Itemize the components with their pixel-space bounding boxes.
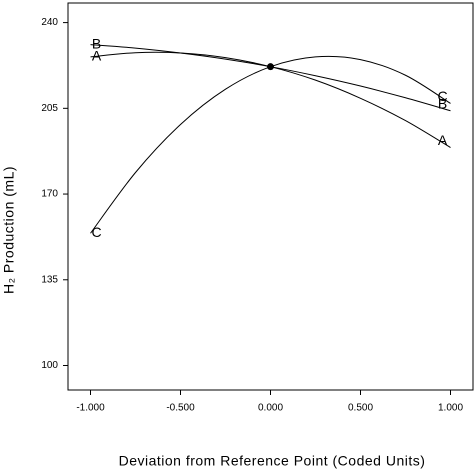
x-tick-label: 1.000 — [438, 403, 463, 414]
curve-label: B — [438, 95, 447, 111]
curve-label: C — [437, 88, 447, 104]
y-tick-label: 170 — [41, 189, 58, 200]
y-axis-title: H₂ Production (mL) — [1, 166, 17, 294]
curve — [90, 44, 451, 112]
curve-label: B — [92, 35, 101, 51]
x-tick-label: 0.000 — [258, 403, 283, 414]
plot-frame — [67, 2, 474, 391]
y-tick-label: 135 — [41, 274, 58, 285]
x-tick-label: -0.500 — [166, 403, 195, 414]
curve-label: C — [91, 224, 101, 240]
x-tick-label: -1.000 — [76, 403, 105, 414]
x-axis-title: Deviation from Reference Point (Coded Un… — [119, 453, 426, 469]
y-tick-label: 100 — [41, 360, 58, 371]
y-tick-label: 205 — [41, 103, 58, 114]
y-tick-label: 240 — [41, 17, 58, 28]
x-tick-label: 0.500 — [348, 403, 373, 414]
reference-point — [267, 63, 274, 71]
curve-label: A — [438, 132, 448, 148]
curve-label: A — [92, 48, 102, 64]
curve — [90, 55, 451, 234]
